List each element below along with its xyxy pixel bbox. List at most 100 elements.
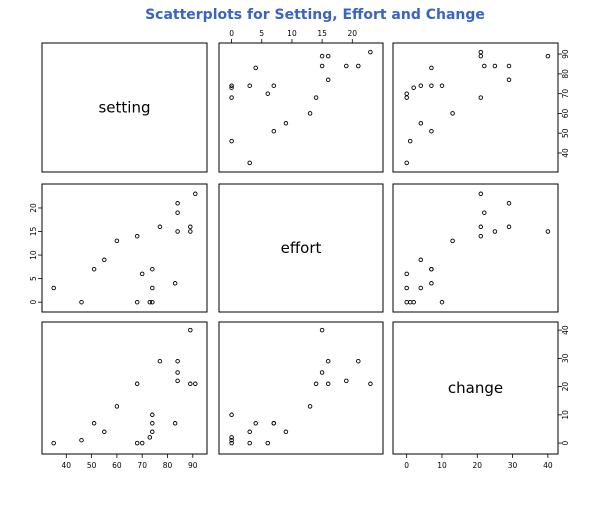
y-axis-right-change: 0 10 20 30 40 <box>557 325 570 445</box>
panel-change-vs-change: change <box>392 321 559 455</box>
panel-effort-vs-setting <box>41 183 208 313</box>
data-point <box>478 224 484 230</box>
data-point <box>147 435 153 440</box>
tick-label: 60 <box>112 461 122 470</box>
data-point <box>356 63 361 69</box>
data-point <box>229 440 234 446</box>
data-point <box>368 381 373 387</box>
tick-label: 0 <box>561 440 570 445</box>
panel-grid: setting effort change <box>41 42 559 455</box>
data-point <box>478 49 484 55</box>
tick-label: 30 <box>508 461 518 470</box>
data-point <box>139 271 145 277</box>
data-point <box>313 95 319 100</box>
tick-label: 10 <box>287 29 297 38</box>
data-point <box>175 358 180 364</box>
tick-label: 15 <box>317 29 327 38</box>
x-axis-bottom-setting: 40 50 60 70 80 90 <box>62 453 198 470</box>
panel-effort-vs-effort: effort <box>218 183 384 313</box>
data-point <box>418 83 424 88</box>
data-point <box>79 299 84 305</box>
tick-label: 40 <box>561 325 570 335</box>
data-point <box>175 378 180 384</box>
tick-label: 40 <box>561 148 570 158</box>
data-point <box>229 412 234 418</box>
panel-frame <box>41 42 208 173</box>
data-point <box>439 299 445 305</box>
data-point <box>271 421 277 426</box>
data-point <box>506 77 512 83</box>
data-point <box>506 224 512 230</box>
panel-setting-vs-setting: setting <box>41 42 208 173</box>
panel-frame <box>392 42 559 173</box>
data-point <box>253 421 258 426</box>
data-point <box>229 138 234 144</box>
chart-title: Scatterplots for Setting, Effort and Cha… <box>145 7 485 23</box>
data-point <box>91 421 97 426</box>
data-point <box>147 299 153 305</box>
tick-label: 15 <box>29 227 38 237</box>
data-point <box>418 121 424 126</box>
data-point <box>404 285 409 291</box>
data-point <box>506 63 512 69</box>
tick-label: 90 <box>188 461 198 470</box>
data-point <box>193 191 198 197</box>
diagonal-label-setting: setting <box>98 99 150 117</box>
data-point <box>325 358 331 364</box>
data-point <box>265 440 271 446</box>
data-point <box>134 381 140 387</box>
data-point <box>545 229 551 234</box>
data-point <box>247 440 252 446</box>
panel-setting-vs-effort <box>218 42 384 173</box>
tick-label: 20 <box>561 382 570 392</box>
data-point <box>175 210 180 215</box>
tick-label: 50 <box>561 128 570 138</box>
data-point <box>429 83 434 88</box>
data-point <box>492 229 498 234</box>
data-point <box>411 85 416 90</box>
data-point <box>134 299 140 305</box>
data-point <box>404 95 409 100</box>
tick-label: 50 <box>87 461 97 470</box>
data-point <box>404 91 409 96</box>
tick-label: 10 <box>437 461 447 470</box>
data-point <box>150 421 155 426</box>
panel-change-vs-effort <box>218 321 384 455</box>
data-point <box>418 257 424 263</box>
data-point <box>229 95 234 100</box>
panel-frame <box>41 183 208 313</box>
tick-label: 20 <box>472 461 482 470</box>
data-point <box>429 281 434 286</box>
data-point <box>271 83 277 88</box>
tick-label: 5 <box>259 29 264 38</box>
data-point <box>307 404 313 409</box>
data-point <box>368 49 373 55</box>
data-point <box>307 111 313 116</box>
data-point <box>175 370 180 375</box>
data-point <box>247 83 252 88</box>
tick-label: 30 <box>561 353 570 363</box>
panel-effort-vs-change <box>392 183 559 313</box>
data-point <box>411 299 416 305</box>
data-point <box>404 160 409 166</box>
data-point <box>150 412 155 418</box>
tick-label: 70 <box>561 89 570 99</box>
data-point <box>134 440 140 446</box>
data-point <box>313 381 319 387</box>
diagonal-label-effort: effort <box>281 239 322 257</box>
data-point <box>319 327 325 333</box>
data-point <box>478 95 484 100</box>
x-axis-top-effort: 0 5 10 15 20 <box>229 29 357 44</box>
data-point <box>545 53 551 59</box>
tick-label: 5 <box>29 276 38 281</box>
data-point <box>429 128 434 134</box>
data-point <box>319 53 325 59</box>
data-point <box>265 91 271 96</box>
data-point <box>157 224 163 230</box>
data-point <box>150 285 155 291</box>
data-point <box>188 381 193 387</box>
data-point <box>404 271 409 277</box>
data-point <box>325 53 331 59</box>
data-point <box>253 65 258 71</box>
